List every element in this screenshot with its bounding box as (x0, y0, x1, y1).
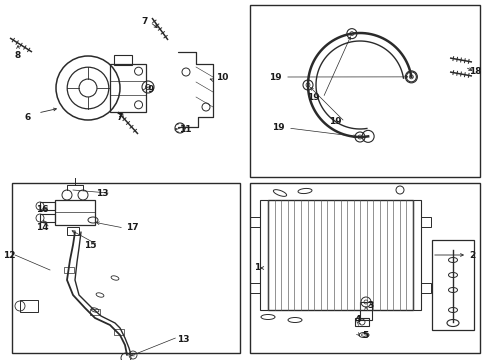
Bar (40, 214, 55, 222)
Bar (260, 200, 267, 310)
Text: 2: 2 (468, 251, 474, 260)
Text: 8: 8 (15, 50, 21, 59)
Bar (114, 329, 124, 335)
Text: 12: 12 (3, 251, 15, 260)
Bar (420, 283, 430, 293)
Bar (64, 267, 74, 273)
Text: 13: 13 (96, 189, 108, 198)
Text: 19: 19 (328, 117, 341, 126)
Text: 19: 19 (306, 94, 319, 103)
Bar (249, 217, 260, 227)
Text: 19: 19 (271, 123, 284, 132)
Text: 15: 15 (83, 240, 96, 249)
Text: 4: 4 (354, 315, 361, 324)
Text: 10: 10 (215, 73, 228, 82)
Bar (412, 200, 420, 310)
Text: 19: 19 (268, 72, 281, 81)
Bar (249, 183, 479, 353)
Text: 6: 6 (25, 113, 31, 122)
Text: 7: 7 (142, 18, 148, 27)
Bar (12, 183, 240, 353)
Bar (20, 300, 38, 312)
Text: 16: 16 (36, 206, 48, 215)
Bar (420, 217, 430, 227)
Bar (249, 283, 260, 293)
Text: 18: 18 (468, 68, 480, 77)
Bar (354, 318, 368, 326)
Bar (267, 200, 412, 310)
Bar (249, 5, 479, 177)
Bar (114, 55, 131, 65)
Bar (431, 240, 473, 330)
Text: 14: 14 (36, 224, 48, 233)
Text: 17: 17 (125, 224, 138, 233)
Text: 9: 9 (147, 85, 154, 94)
Bar (110, 64, 145, 112)
Bar (67, 227, 79, 235)
Bar (359, 302, 371, 320)
Text: 7: 7 (117, 113, 123, 122)
Bar (40, 202, 55, 210)
Bar (55, 200, 95, 225)
Text: 5: 5 (361, 332, 367, 341)
Bar (90, 309, 100, 315)
Text: 11: 11 (179, 126, 191, 135)
Text: 3: 3 (366, 302, 372, 310)
Text: 1: 1 (253, 264, 260, 273)
Text: 13: 13 (176, 336, 189, 345)
